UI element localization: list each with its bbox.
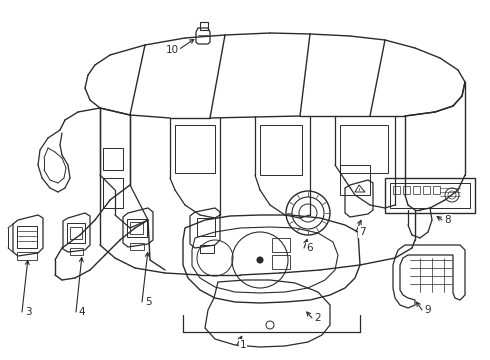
Bar: [340, 165, 370, 195]
Bar: [260, 125, 302, 175]
Circle shape: [257, 257, 263, 263]
Bar: [433, 186, 440, 194]
Bar: [103, 178, 123, 208]
Bar: [127, 219, 147, 237]
Text: 4: 4: [79, 307, 85, 317]
Bar: [67, 223, 85, 243]
Bar: [393, 186, 400, 194]
Bar: [70, 248, 83, 255]
Bar: [70, 227, 82, 239]
Text: 3: 3: [24, 307, 31, 317]
Bar: [385, 178, 475, 213]
Text: 2: 2: [315, 313, 321, 323]
Bar: [200, 245, 214, 253]
Text: 6: 6: [307, 243, 313, 253]
Text: 9: 9: [425, 305, 431, 315]
Bar: [272, 238, 290, 252]
Bar: [17, 226, 37, 248]
Bar: [130, 222, 143, 234]
Bar: [175, 125, 215, 173]
Text: 5: 5: [145, 297, 151, 307]
Text: 7: 7: [359, 227, 366, 237]
Bar: [103, 148, 123, 170]
Bar: [200, 22, 208, 30]
Bar: [423, 186, 430, 194]
Bar: [340, 125, 388, 173]
Text: 10: 10: [166, 45, 178, 55]
Bar: [403, 186, 410, 194]
Bar: [272, 255, 290, 269]
Bar: [390, 183, 470, 208]
Bar: [130, 243, 144, 250]
Text: 8: 8: [445, 215, 451, 225]
Bar: [17, 252, 37, 260]
Bar: [413, 186, 420, 194]
Bar: [197, 218, 215, 236]
Text: 1: 1: [240, 340, 246, 350]
